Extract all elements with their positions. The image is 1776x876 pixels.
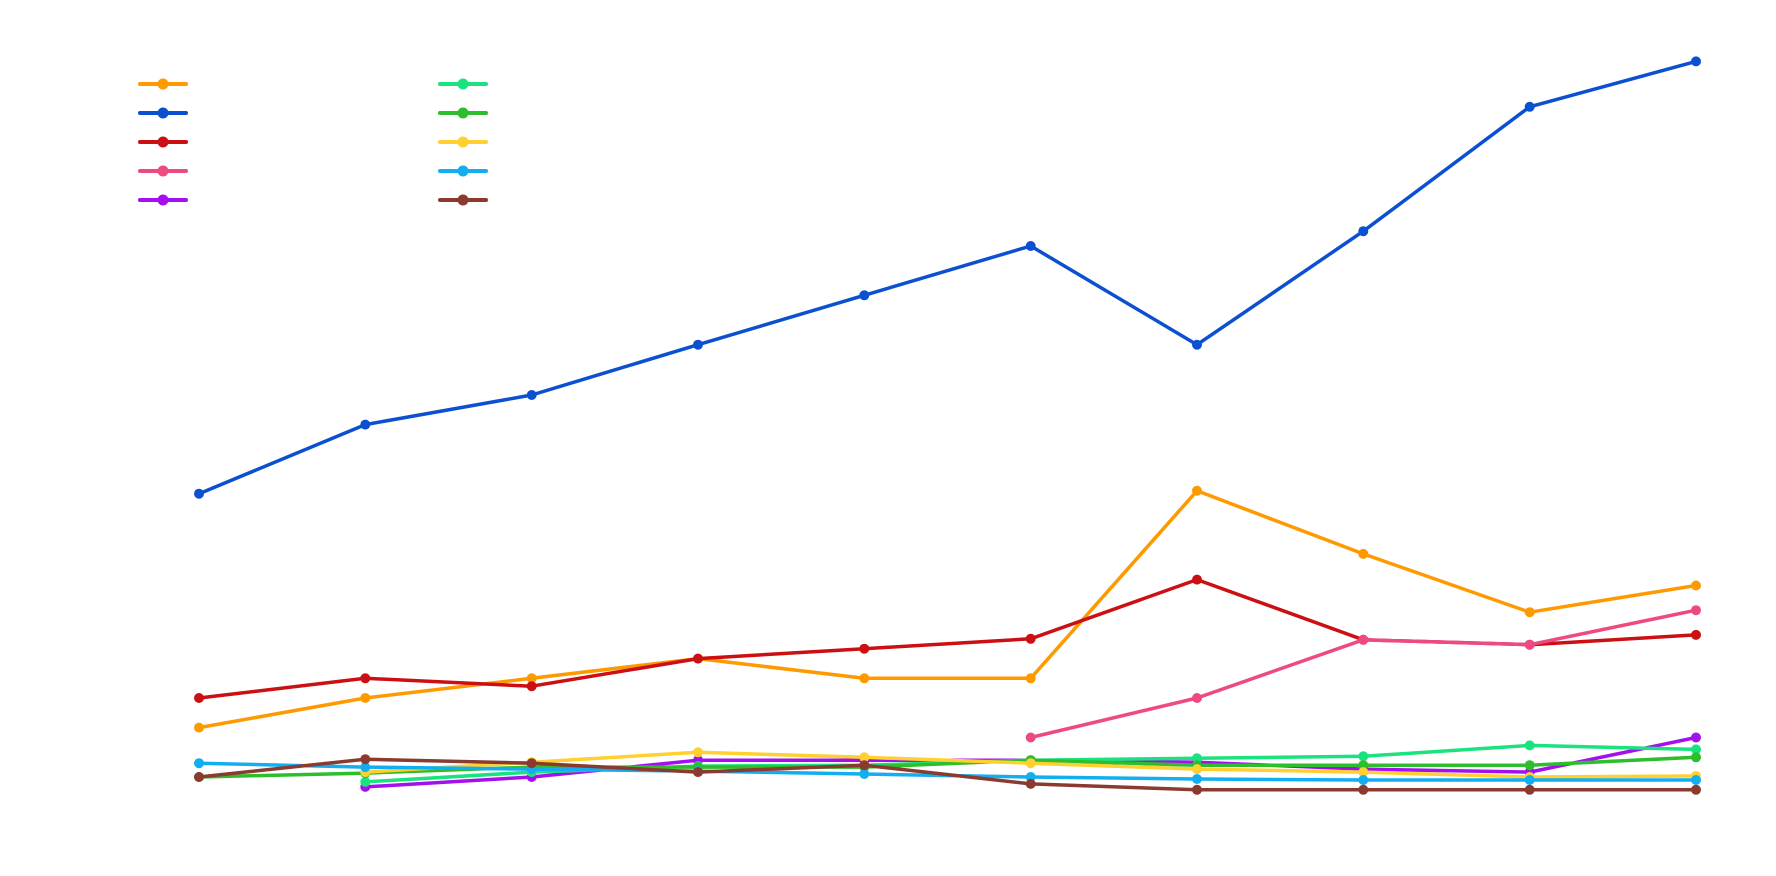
data-point [1524, 101, 1535, 112]
data-point [1025, 772, 1036, 782]
legend [138, 78, 488, 206]
data-point [1691, 580, 1701, 591]
data-point [693, 339, 703, 350]
data-point [1358, 784, 1369, 795]
series-line [197, 489, 1698, 730]
data-point [1192, 574, 1202, 585]
data-point [1192, 764, 1202, 775]
data-point [1358, 548, 1369, 559]
data-point [1025, 241, 1036, 251]
data-point [360, 754, 371, 765]
data-point [1192, 339, 1202, 350]
legend-entry-4 [138, 165, 188, 177]
data-point [1192, 693, 1202, 703]
data-point [1524, 607, 1535, 618]
data-point [194, 758, 204, 769]
legend-marker-dot [457, 165, 469, 177]
data-point [360, 776, 371, 787]
data-point [194, 772, 204, 782]
series-line [197, 59, 1698, 496]
legend-entry-7 [438, 107, 488, 119]
data-point [526, 673, 537, 684]
data-point [526, 758, 537, 769]
legend-marker-dot [157, 136, 169, 148]
data-point [1691, 784, 1701, 795]
legend-marker-dot [157, 194, 169, 206]
data-point [693, 747, 703, 758]
legend-entry-6 [438, 78, 488, 90]
series-line [197, 757, 1698, 792]
legend-marker-dot [457, 78, 469, 90]
data-point [1524, 784, 1535, 795]
series-2 [194, 56, 1701, 499]
data-point [1691, 775, 1701, 785]
series-line [197, 755, 1698, 779]
legend-entry-10 [438, 194, 488, 206]
data-point [1192, 774, 1202, 784]
data-point [693, 653, 703, 664]
data-point [1524, 740, 1535, 751]
data-point [859, 769, 870, 779]
data-point [1524, 639, 1535, 650]
series-line [197, 577, 1698, 700]
series-line [1028, 608, 1698, 740]
data-point [1358, 767, 1369, 778]
series-10 [194, 754, 1701, 795]
series-4 [1025, 605, 1701, 743]
data-point [1025, 633, 1036, 644]
legend-entry-1 [138, 78, 188, 90]
data-point [1524, 760, 1535, 771]
data-point [859, 760, 870, 771]
data-point [1358, 775, 1369, 785]
legend-marker-dot [457, 194, 469, 206]
data-point [859, 752, 870, 763]
data-point [360, 762, 371, 773]
legend-entry-5 [138, 194, 188, 206]
series-1 [194, 485, 1701, 733]
legend-marker-dot [157, 78, 169, 90]
legend-marker-dot [157, 107, 169, 119]
series-layer [194, 56, 1701, 795]
legend-entry-2 [138, 107, 188, 119]
data-point [194, 693, 204, 703]
data-point [1025, 758, 1036, 769]
legend-marker-dot [457, 107, 469, 119]
data-point [1691, 744, 1701, 755]
data-point [1192, 485, 1202, 496]
legend-marker-dot [457, 136, 469, 148]
data-point [526, 681, 537, 692]
data-point [1524, 775, 1535, 785]
data-point [1025, 673, 1036, 684]
legend-marker-dot [157, 165, 169, 177]
data-point [1025, 732, 1036, 743]
data-point [693, 767, 703, 778]
legend-entry-8 [438, 136, 488, 148]
data-point [360, 693, 371, 703]
data-point [194, 488, 204, 499]
data-point [859, 643, 870, 654]
data-point [194, 722, 204, 733]
data-point [1691, 629, 1701, 640]
legend-entry-3 [138, 136, 188, 148]
data-point [526, 390, 537, 400]
legend-entry-9 [438, 165, 488, 177]
data-point [360, 673, 371, 684]
data-point [1192, 753, 1202, 764]
data-point [1691, 752, 1701, 763]
data-point [1358, 634, 1369, 645]
data-point [1691, 605, 1701, 616]
data-point [360, 419, 371, 430]
data-point [859, 673, 870, 684]
data-point [1358, 751, 1369, 762]
data-point [1358, 760, 1369, 771]
data-point [1691, 56, 1701, 67]
data-point [1691, 732, 1701, 743]
data-point [1192, 784, 1202, 795]
data-point [859, 290, 870, 301]
data-point [1025, 778, 1036, 789]
data-point [1358, 226, 1369, 237]
